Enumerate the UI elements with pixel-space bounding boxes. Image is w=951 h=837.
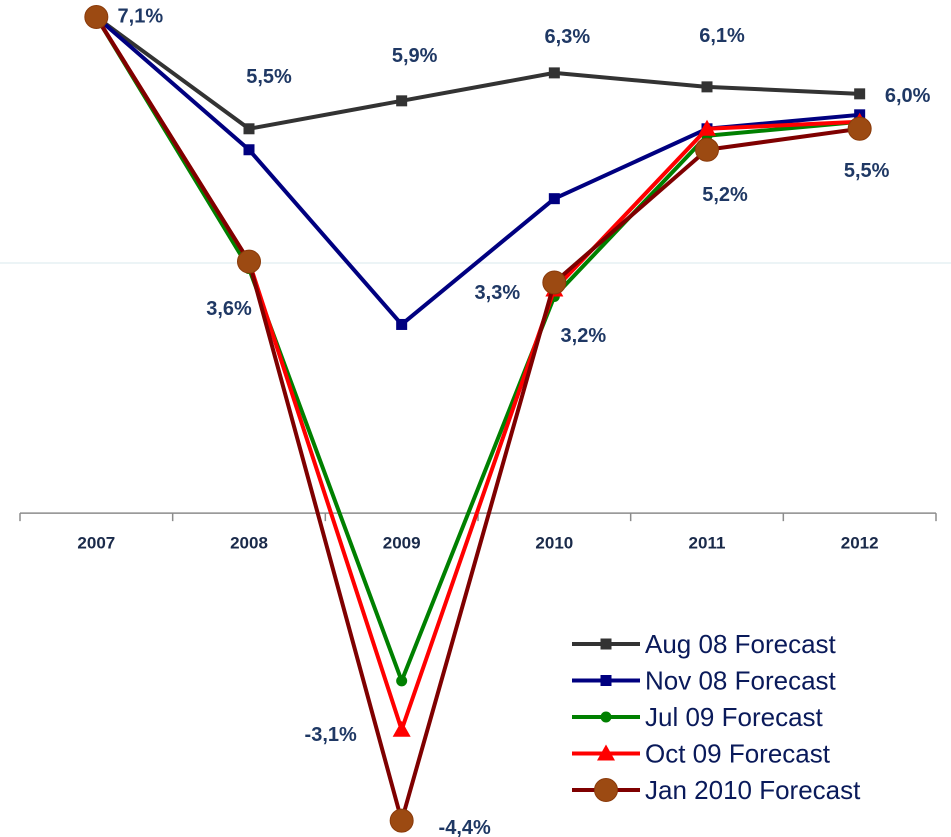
data-label: 6,0%	[885, 85, 931, 107]
point-marker	[237, 249, 261, 274]
data-label: 5,2%	[702, 184, 748, 206]
point-marker	[392, 720, 411, 737]
point-marker	[243, 123, 255, 135]
point-marker	[854, 88, 866, 100]
x-tick-label: 2011	[689, 534, 726, 553]
data-label: 5,9%	[392, 45, 438, 67]
point-marker	[847, 116, 872, 141]
point-marker	[698, 119, 716, 136]
legend-label: Jul 09 Forecast	[645, 702, 824, 732]
data-label: 5,5%	[246, 66, 292, 88]
x-tick-label: 2012	[841, 534, 879, 553]
point-marker	[695, 137, 719, 162]
point-marker	[548, 67, 560, 79]
legend-marker	[600, 675, 612, 686]
legend-label: Jan 2010 Forecast	[645, 775, 861, 805]
point-marker	[542, 270, 567, 295]
point-marker	[396, 318, 408, 330]
data-label: 5,5%	[844, 160, 890, 182]
data-label: 7,1%	[118, 5, 164, 27]
series-line	[94, 15, 860, 823]
x-tick-label: 2009	[383, 534, 421, 553]
x-tick-label: 2008	[230, 534, 268, 553]
point-marker	[243, 144, 255, 156]
point-marker	[396, 95, 408, 107]
series-line	[95, 15, 860, 131]
point-marker	[701, 81, 713, 93]
legend-marker	[597, 744, 615, 761]
point-marker	[548, 193, 560, 205]
series-line	[95, 15, 860, 327]
point-marker	[84, 4, 109, 29]
legend-marker	[600, 638, 612, 650]
data-label: 3,3%	[475, 282, 521, 304]
point-marker	[396, 675, 408, 687]
data-label: 3,2%	[561, 325, 607, 347]
data-label: 6,1%	[699, 25, 745, 47]
legend-label: Aug 08 Forecast	[645, 629, 837, 659]
data-label: 6,3%	[545, 26, 591, 48]
legend-marker	[600, 711, 612, 723]
legend-marker	[594, 778, 618, 802]
series-line	[94, 15, 860, 683]
x-tick-label: 2007	[77, 534, 115, 553]
point-marker	[389, 808, 414, 833]
data-label: -4,4%	[439, 817, 491, 837]
data-label: -3,1%	[305, 724, 357, 746]
x-tick-label: 2010	[535, 534, 573, 553]
data-label: 3,6%	[206, 298, 252, 320]
legend-label: Nov 08 Forecast	[645, 665, 837, 695]
legend-label: Oct 09 Forecast	[645, 738, 831, 768]
